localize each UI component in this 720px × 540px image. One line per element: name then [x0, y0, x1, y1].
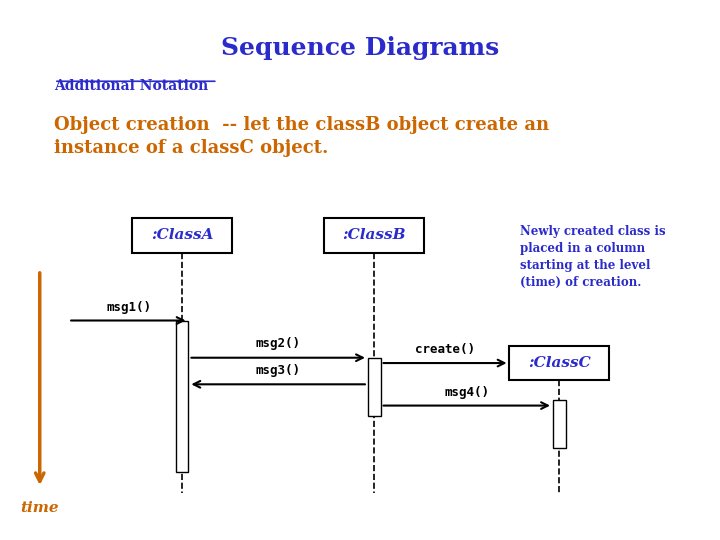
Text: Newly created class is
placed in a column
starting at the level
(time) of creati: Newly created class is placed in a colum… — [520, 225, 666, 289]
Text: msg4(): msg4() — [444, 386, 490, 399]
Bar — [510, 346, 609, 380]
Bar — [368, 357, 381, 416]
Text: Sequence Diagrams: Sequence Diagrams — [221, 36, 499, 60]
Bar — [176, 321, 189, 472]
Text: :ClassB: :ClassB — [343, 228, 406, 242]
Bar — [325, 218, 424, 253]
Text: :ClassC: :ClassC — [528, 356, 590, 370]
Bar — [553, 400, 566, 448]
Text: :ClassA: :ClassA — [150, 228, 213, 242]
Text: msg3(): msg3() — [256, 364, 301, 377]
Text: msg2(): msg2() — [256, 337, 301, 350]
Text: msg1(): msg1() — [107, 301, 151, 314]
Text: create(): create() — [415, 343, 475, 356]
Text: Additional Notation: Additional Notation — [54, 79, 208, 92]
Text: Object creation  -- let the classB object create an
instance of a classC object.: Object creation -- let the classB object… — [54, 116, 549, 158]
Bar — [132, 218, 232, 253]
Text: time: time — [20, 501, 59, 515]
